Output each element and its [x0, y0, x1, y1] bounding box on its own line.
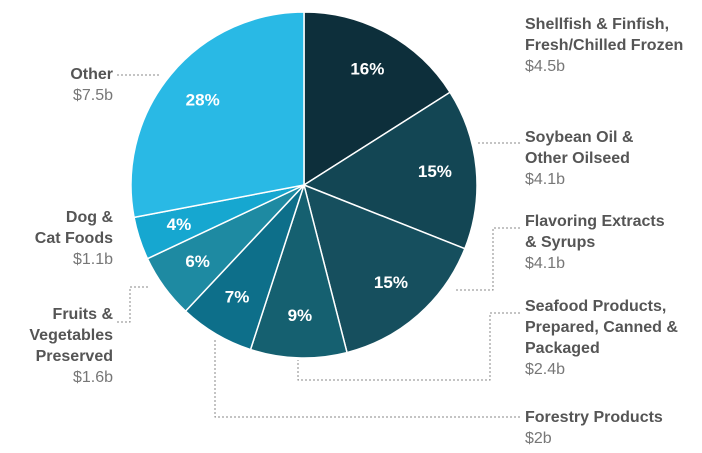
- slice-percent-label: 15%: [418, 162, 452, 181]
- slice-percent-label: 4%: [167, 215, 192, 234]
- pie-slice: [303, 11, 452, 187]
- slice-label: Fruits & Vegetables Preserved $1.6b: [29, 304, 113, 388]
- category-name: Fruits & Vegetables Preserved: [29, 306, 113, 365]
- slice-label: Forestry Products $2b: [525, 407, 663, 449]
- amount-label: $4.1b: [525, 171, 566, 188]
- amount-label: $7.5b: [72, 87, 113, 104]
- slice-label: Flavoring Extracts & Syrups $4.1b: [525, 211, 665, 274]
- amount-label: $2.4b: [525, 361, 566, 378]
- category-name: Forestry Products: [525, 409, 663, 426]
- slice-percent-label: 7%: [225, 288, 250, 307]
- slice-label: Seafood Products, Prepared, Canned & Pac…: [525, 296, 678, 380]
- slice-percent-label: 6%: [185, 252, 210, 271]
- leader-line: [297, 312, 520, 381]
- pie-slice: [249, 182, 348, 359]
- category-name: Flavoring Extracts & Syrups: [525, 213, 665, 251]
- pie-slice: [130, 11, 305, 219]
- amount-label: $1.6b: [72, 369, 113, 386]
- amount-label: $4.1b: [525, 255, 566, 272]
- amount-label: $2b: [525, 430, 552, 447]
- category-name: Dog & Cat Foods: [34, 209, 113, 247]
- slice-label: Shellfish & Finfish, Fresh/Chilled Froze…: [525, 14, 683, 77]
- leader-line: [214, 340, 520, 418]
- pie-slice: [302, 91, 478, 250]
- slice-label: Other $7.5b: [70, 64, 113, 106]
- amount-label: $1.1b: [72, 251, 113, 268]
- pie-slice: [302, 183, 466, 354]
- leader-line: [455, 227, 520, 291]
- category-name: Soybean Oil & Other Oilseed: [525, 129, 634, 167]
- slice-percent-label: 16%: [350, 59, 384, 78]
- slice-label: Dog & Cat Foods $1.1b: [35, 207, 113, 270]
- leader-line: [117, 286, 148, 323]
- category-name: Seafood Products, Prepared, Canned & Pac…: [525, 298, 678, 357]
- slice-percent-label: 28%: [186, 91, 220, 110]
- category-name: Other: [70, 66, 113, 83]
- amount-label: $4.5b: [525, 58, 566, 75]
- slice-percent-label: 9%: [288, 306, 313, 325]
- slice-label: Soybean Oil & Other Oilseed $4.1b: [525, 127, 633, 190]
- category-name: Shellfish & Finfish, Fresh/Chilled Froze…: [525, 16, 684, 54]
- slice-percent-label: 15%: [374, 273, 408, 292]
